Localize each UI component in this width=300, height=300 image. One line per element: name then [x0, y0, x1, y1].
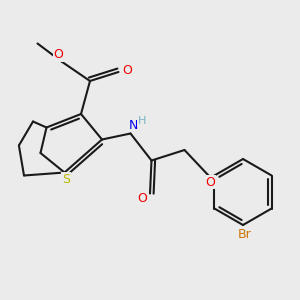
Text: O: O — [138, 191, 147, 205]
Text: O: O — [205, 176, 215, 189]
Text: S: S — [62, 172, 70, 186]
Text: H: H — [138, 116, 146, 127]
Text: Br: Br — [238, 227, 251, 241]
Text: N: N — [129, 118, 138, 132]
Text: O: O — [122, 64, 132, 77]
Text: O: O — [54, 48, 63, 62]
